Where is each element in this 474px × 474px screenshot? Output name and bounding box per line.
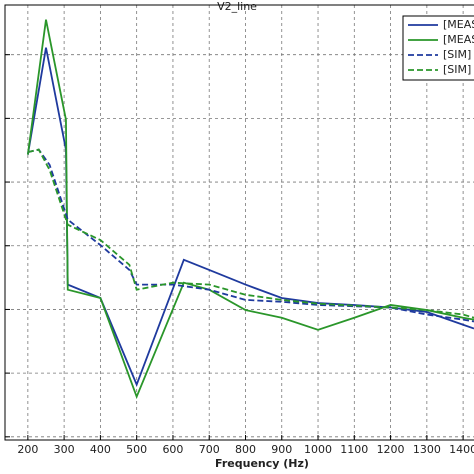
x-axis-label: Frequency (Hz) xyxy=(215,457,309,470)
legend-label: [MEAS xyxy=(443,18,474,31)
x-tick-label: 1100 xyxy=(340,443,368,456)
line xyxy=(27,148,474,319)
x-tick-label: 800 xyxy=(235,443,256,456)
chart-title: V2_line xyxy=(217,0,257,13)
legend-label: [SIM] xyxy=(443,48,471,61)
legend-box xyxy=(402,15,474,81)
legend-label: [MEAS xyxy=(443,33,474,46)
line xyxy=(26,19,474,400)
x-tick-label: 1400 xyxy=(449,443,474,456)
x-tick-label: 700 xyxy=(199,443,220,456)
x-tick-label: 900 xyxy=(271,443,292,456)
x-tick-label: 400 xyxy=(90,443,111,456)
x-tick-label: 200 xyxy=(17,443,38,456)
x-tick-label: 600 xyxy=(162,443,183,456)
legend-label: [SIM] xyxy=(443,63,471,76)
line xyxy=(27,148,474,323)
x-tick-label: 1000 xyxy=(304,443,332,456)
x-tick-label: 300 xyxy=(54,443,75,456)
plot-frame xyxy=(4,4,474,441)
x-tick-label: 500 xyxy=(126,443,147,456)
x-tick-label: 1200 xyxy=(377,443,405,456)
x-tick-label: 1300 xyxy=(413,443,441,456)
